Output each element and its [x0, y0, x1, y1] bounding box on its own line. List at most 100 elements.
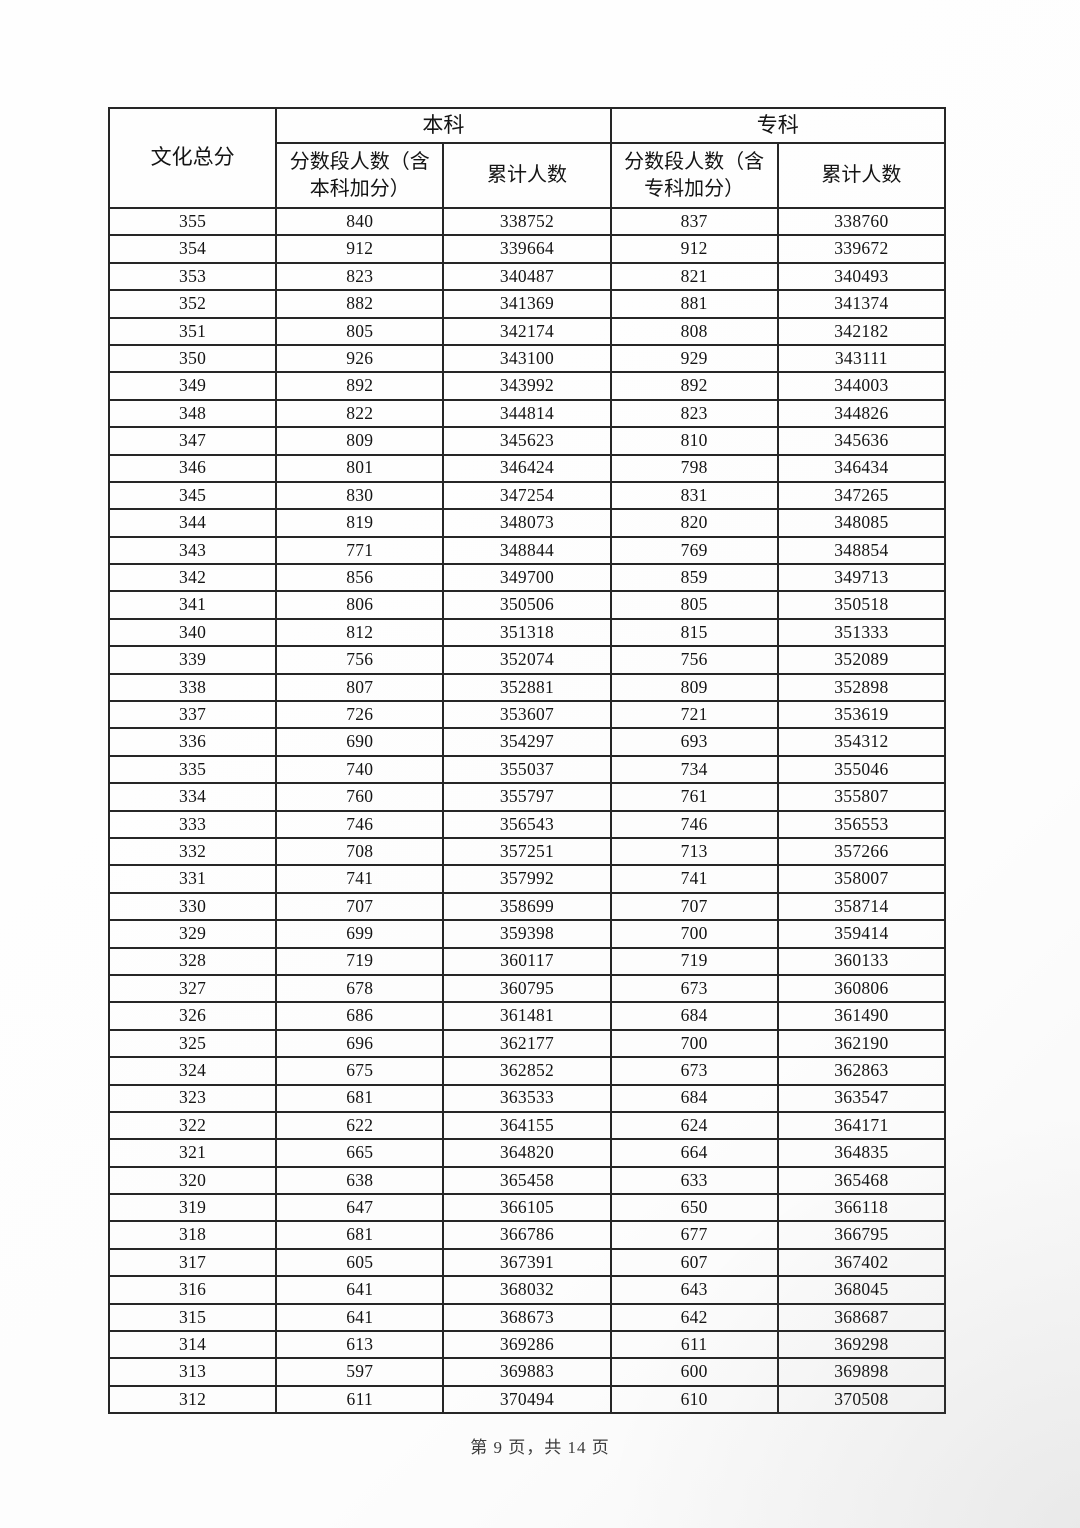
cell-benke-cumulative-count: 344814 — [442, 398, 612, 429]
table-row: 318 681 366786 677 366795 — [107, 1220, 947, 1250]
cell-zhuanke-cumulative-count: 368045 — [776, 1275, 947, 1305]
cell-benke-segment-count: 641 — [275, 1302, 445, 1333]
table-row: 319 647 366105 650 366118 — [107, 1193, 947, 1223]
cell-zhuanke-segment-count: 610 — [609, 1384, 779, 1415]
cell-zhuanke-segment-count: 693 — [609, 727, 779, 757]
cell-benke-segment-count: 690 — [275, 727, 445, 757]
cell-zhuanke-segment-count: 633 — [609, 1165, 779, 1196]
cell-benke-cumulative-count: 348073 — [442, 508, 612, 538]
cell-benke-cumulative-count: 369883 — [442, 1357, 612, 1387]
cell-benke-cumulative-count: 366105 — [442, 1193, 612, 1223]
cell-zhuanke-segment-count: 808 — [609, 316, 779, 346]
cell-total-score: 329 — [107, 919, 278, 949]
cell-benke-segment-count: 809 — [275, 426, 445, 456]
cell-benke-cumulative-count: 362852 — [442, 1056, 612, 1086]
table-row: 315 641 368673 642 368687 — [107, 1302, 947, 1333]
cell-zhuanke-cumulative-count: 349713 — [776, 563, 947, 593]
header-zhuanke-cumulative-count: 累计人数 — [776, 142, 947, 209]
cell-zhuanke-segment-count: 650 — [609, 1193, 779, 1223]
table-row: 322 622 364155 624 364171 — [107, 1110, 947, 1141]
cell-zhuanke-segment-count: 821 — [609, 261, 779, 292]
cell-zhuanke-cumulative-count: 355807 — [776, 782, 947, 812]
cell-zhuanke-cumulative-count: 360133 — [776, 946, 947, 976]
header-group-college: 专科 — [609, 107, 947, 144]
table-row: 328 719 360117 719 360133 — [107, 946, 947, 976]
cell-benke-cumulative-count: 368032 — [442, 1275, 612, 1305]
cell-benke-cumulative-count: 366786 — [442, 1220, 612, 1250]
cell-zhuanke-segment-count: 643 — [609, 1275, 779, 1305]
table-row: 313 597 369883 600 369898 — [107, 1357, 947, 1387]
cell-total-score: 346 — [107, 453, 278, 483]
cell-benke-cumulative-count: 357251 — [442, 836, 612, 867]
cell-benke-segment-count: 597 — [275, 1357, 445, 1387]
cell-zhuanke-segment-count: 607 — [609, 1247, 779, 1278]
cell-benke-cumulative-count: 368673 — [442, 1302, 612, 1333]
table-row: 354 912 339664 912 339672 — [107, 234, 947, 264]
cell-total-score: 340 — [107, 617, 278, 648]
cell-benke-segment-count: 707 — [275, 891, 445, 922]
cell-benke-cumulative-count: 350506 — [442, 590, 612, 620]
cell-zhuanke-cumulative-count: 358714 — [776, 891, 947, 922]
cell-zhuanke-cumulative-count: 355046 — [776, 754, 947, 785]
cell-zhuanke-cumulative-count: 340493 — [776, 261, 947, 292]
header-benke-segment-count: 分数段人数（含本科加分） — [275, 142, 445, 209]
cell-zhuanke-cumulative-count: 342182 — [776, 316, 947, 346]
table-row: 335 740 355037 734 355046 — [107, 754, 947, 785]
page-number: 第 9 页，共 14 页 — [470, 1438, 610, 1457]
table-row: 316 641 368032 643 368045 — [107, 1275, 947, 1305]
cell-total-score: 323 — [107, 1083, 278, 1113]
cell-zhuanke-cumulative-count: 347265 — [776, 480, 947, 511]
cell-benke-cumulative-count: 341369 — [442, 289, 612, 319]
cell-zhuanke-segment-count: 707 — [609, 891, 779, 922]
cell-benke-segment-count: 882 — [275, 289, 445, 319]
cell-total-score: 348 — [107, 398, 278, 429]
header-zhuanke-segment-count: 分数段人数（含专科加分） — [609, 142, 779, 209]
cell-benke-cumulative-count: 339664 — [442, 234, 612, 264]
cell-benke-cumulative-count: 364820 — [442, 1138, 612, 1168]
cell-total-score: 332 — [107, 836, 278, 867]
table-row: 353 823 340487 821 340493 — [107, 261, 947, 292]
cell-benke-segment-count: 647 — [275, 1193, 445, 1223]
cell-benke-segment-count: 605 — [275, 1247, 445, 1278]
cell-zhuanke-cumulative-count: 360806 — [776, 973, 947, 1004]
table-row: 343 771 348844 769 348854 — [107, 535, 947, 566]
cell-total-score: 350 — [107, 343, 278, 374]
cell-total-score: 337 — [107, 700, 278, 730]
cell-zhuanke-cumulative-count: 365468 — [776, 1165, 947, 1196]
cell-benke-segment-count: 760 — [275, 782, 445, 812]
table-row: 346 801 346424 798 346434 — [107, 453, 947, 483]
cell-benke-segment-count: 801 — [275, 453, 445, 483]
cell-benke-cumulative-count: 360795 — [442, 973, 612, 1004]
cell-benke-cumulative-count: 348844 — [442, 535, 612, 566]
cell-zhuanke-segment-count: 805 — [609, 590, 779, 620]
cell-benke-segment-count: 681 — [275, 1083, 445, 1113]
cell-zhuanke-segment-count: 837 — [609, 206, 779, 237]
table-row: 342 856 349700 859 349713 — [107, 563, 947, 593]
cell-benke-segment-count: 823 — [275, 261, 445, 292]
table-row: 349 892 343992 892 344003 — [107, 371, 947, 401]
cell-benke-segment-count: 830 — [275, 480, 445, 511]
table-row: 325 696 362177 700 362190 — [107, 1028, 947, 1059]
cell-benke-cumulative-count: 343100 — [442, 343, 612, 374]
table-row: 331 741 357992 741 358007 — [107, 864, 947, 894]
cell-benke-cumulative-count: 338752 — [442, 206, 612, 237]
cell-benke-cumulative-count: 354297 — [442, 727, 612, 757]
cell-benke-cumulative-count: 356543 — [442, 809, 612, 839]
cell-benke-cumulative-count: 353607 — [442, 700, 612, 730]
table-row: 355 840 338752 837 338760 — [107, 206, 947, 237]
cell-zhuanke-segment-count: 881 — [609, 289, 779, 319]
cell-benke-segment-count: 613 — [275, 1330, 445, 1360]
cell-total-score: 334 — [107, 782, 278, 812]
cell-benke-cumulative-count: 370494 — [442, 1384, 612, 1415]
cell-total-score: 347 — [107, 426, 278, 456]
table-row: 347 809 345623 810 345636 — [107, 426, 947, 456]
cell-zhuanke-segment-count: 912 — [609, 234, 779, 264]
cell-total-score: 319 — [107, 1193, 278, 1223]
cell-zhuanke-cumulative-count: 339672 — [776, 234, 947, 264]
cell-benke-cumulative-count: 340487 — [442, 261, 612, 292]
cell-total-score: 321 — [107, 1138, 278, 1168]
cell-benke-cumulative-count: 364155 — [442, 1110, 612, 1141]
cell-zhuanke-segment-count: 823 — [609, 398, 779, 429]
cell-zhuanke-segment-count: 700 — [609, 1028, 779, 1059]
cell-zhuanke-segment-count: 734 — [609, 754, 779, 785]
